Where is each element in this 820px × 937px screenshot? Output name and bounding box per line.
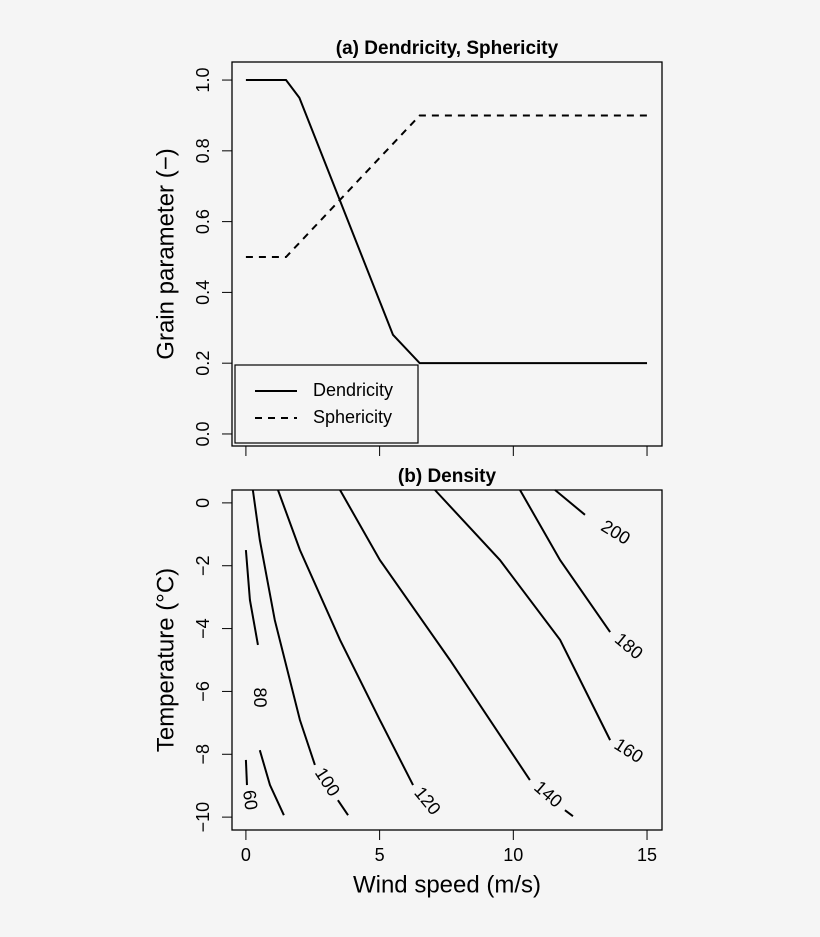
x-tick-label: 10 bbox=[503, 845, 523, 865]
series-line bbox=[245, 79, 648, 365]
contour-line bbox=[278, 490, 440, 818]
series-line bbox=[245, 114, 648, 259]
legend-label: Sphericity bbox=[313, 407, 392, 427]
contour-label: 200 bbox=[598, 516, 634, 549]
legend: Dendricity Sphericity bbox=[234, 364, 419, 444]
contour-label: 100 bbox=[311, 764, 344, 800]
y-axis-label: Grain parameter (−) bbox=[152, 148, 179, 359]
contour-label: 160 bbox=[611, 734, 647, 767]
y-tick-label: 0 bbox=[193, 498, 213, 508]
plot-frame bbox=[231, 489, 663, 831]
y-tick-label: 0.8 bbox=[193, 138, 213, 163]
x-tick-label: 15 bbox=[637, 845, 657, 865]
x-axis-label: Wind speed (m/s) bbox=[353, 871, 541, 898]
contour-label: 120 bbox=[410, 783, 445, 819]
y-tick-label: 0.2 bbox=[193, 351, 213, 376]
contour-line bbox=[244, 549, 285, 816]
chart-title: (b) Density bbox=[398, 466, 497, 487]
y-tick-label: 1.0 bbox=[193, 68, 213, 93]
y-tick-label: 0.4 bbox=[193, 280, 213, 305]
y-tick-label: −10 bbox=[193, 802, 213, 833]
contour-label: 80 bbox=[250, 687, 270, 707]
y-axis-label: Temperature (°C) bbox=[152, 568, 179, 752]
y-tick-label: −8 bbox=[193, 744, 213, 765]
chart-title: (a) Dendricity, Sphericity bbox=[336, 38, 559, 59]
y-tick-label: −6 bbox=[193, 681, 213, 702]
x-tick-label: 0 bbox=[241, 845, 251, 865]
x-tick-label: 5 bbox=[375, 845, 385, 865]
plot-frame bbox=[231, 61, 663, 447]
contour-label: 60 bbox=[239, 789, 261, 811]
y-tick-label: −2 bbox=[193, 555, 213, 576]
contour-line bbox=[555, 490, 645, 552]
contour-label: 180 bbox=[611, 629, 647, 664]
y-tick-label: 0.0 bbox=[193, 421, 213, 446]
legend-frame bbox=[234, 364, 419, 444]
legend-label: Dendricity bbox=[313, 380, 393, 400]
contour-label: 140 bbox=[530, 777, 566, 812]
contour-line bbox=[251, 489, 349, 816]
y-tick-label: 0.6 bbox=[193, 209, 213, 234]
contour-line bbox=[339, 489, 574, 817]
y-tick-label: −4 bbox=[193, 618, 213, 639]
